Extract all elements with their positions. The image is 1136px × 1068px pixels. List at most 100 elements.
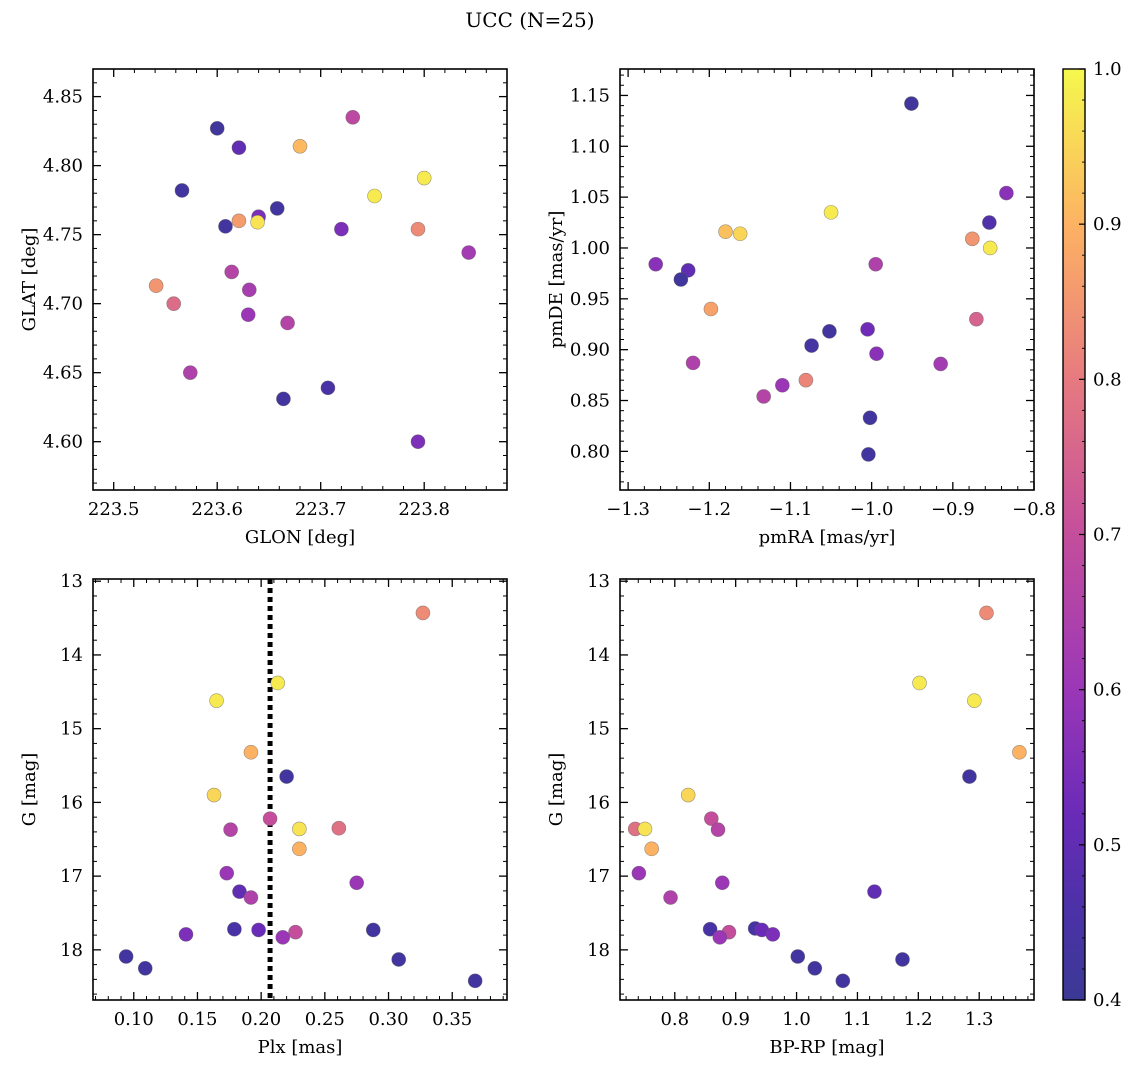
scatter-point (982, 240, 998, 256)
scatter-point (276, 391, 291, 407)
scatter-point (732, 226, 748, 242)
scatter-point (241, 282, 257, 298)
scatter-point (243, 744, 259, 760)
scatter-point (467, 973, 483, 989)
x-tick-label: 0.15 (177, 1009, 217, 1030)
colorbar-tick-label: 0.5 (1093, 835, 1122, 856)
x-tick-label: −1.1 (769, 499, 813, 520)
scatter-point (174, 183, 190, 198)
scatter-point (673, 272, 689, 287)
y-tick-label: 15 (587, 719, 610, 740)
y-tick-label: 17 (587, 866, 610, 887)
x-axis-label: GLON [deg] (245, 527, 355, 548)
x-tick-label: −1.2 (687, 499, 731, 520)
scatter-point (822, 324, 837, 339)
scatter-point (331, 820, 347, 836)
scatter-point (209, 693, 224, 708)
y-tick-label: 4.75 (43, 225, 83, 246)
scatter-panels: 223.5 223.6 223.7 223.8 4.60 4.65 4.70 4.75 4.80… (19, 68, 1056, 1058)
scatter-point (231, 213, 247, 229)
x-axis-label: pmRA [mas/yr] (759, 527, 896, 548)
panel-2: −1.3 −1.2 −1.1 −1.0 −0.9 −0.8 0.80 0.85 0.90 0.95… (546, 68, 1056, 548)
x-tick-label: 0.25 (305, 1009, 345, 1030)
scatter-point (685, 355, 701, 371)
scatter-point (1012, 744, 1027, 760)
y-tick-label: 0.85 (570, 391, 610, 412)
scatter-point (702, 921, 718, 937)
scatter-point (860, 322, 875, 337)
panel-3: 0.10 0.15 0.20 0.25 0.30 0.35 13 14 15 16 17 18 Plx … (19, 571, 508, 1058)
scatter-point (209, 121, 225, 136)
scatter-point (703, 301, 719, 317)
scatter-points (648, 96, 1014, 462)
y-tick-label: 0.80 (570, 441, 610, 462)
scatter-point (391, 952, 407, 967)
scatter-point (292, 821, 307, 837)
scatter-point (118, 949, 134, 964)
scatter-points (148, 110, 477, 449)
scatter-point (867, 884, 882, 899)
scatter-point (251, 922, 266, 938)
axes-frame (92, 578, 508, 1001)
colorbar-tick-label: 0.6 (1093, 680, 1122, 701)
scatter-point (461, 245, 477, 260)
x-tick-label: −1.3 (606, 499, 650, 520)
scatter-point (137, 960, 153, 976)
scatter-point (227, 921, 242, 937)
y-axis-label: pmDE [mas/yr] (546, 211, 567, 349)
y-axis-label: G [mag] (19, 753, 40, 826)
scatter-point (206, 787, 222, 803)
scatter-point (823, 205, 839, 220)
x-tick-label: 1.3 (965, 1009, 994, 1030)
y-tick-label: 14 (60, 645, 83, 666)
scatter-point (718, 224, 733, 240)
scatter-point (798, 372, 814, 388)
colorbar-tick-label: 1.0 (1093, 59, 1122, 80)
scatter-point (416, 170, 432, 186)
scatter-point (279, 769, 294, 784)
scatter-point (219, 865, 235, 881)
y-tick-label: 18 (587, 940, 610, 961)
y-tick-label: 16 (587, 792, 610, 813)
scatter-point (280, 315, 295, 331)
scatter-point (334, 221, 349, 237)
x-tick-label: −1.0 (850, 499, 894, 520)
scatter-point (982, 215, 997, 230)
scatter-point (166, 296, 182, 311)
scatter-point (644, 841, 659, 857)
scatter-point (637, 821, 653, 837)
scatter-point (680, 787, 696, 803)
y-tick-label: 0.90 (570, 340, 610, 361)
scatter-point (410, 434, 426, 449)
scatter-point (869, 346, 884, 362)
scatter-point (868, 256, 884, 272)
colorbar-tick-label: 0.4 (1093, 990, 1122, 1011)
scatter-point (648, 256, 664, 272)
scatter-point (148, 278, 164, 294)
y-axis-label: GLAT [deg] (19, 228, 40, 332)
x-tick-label: 223.8 (398, 499, 450, 520)
scatter-point (345, 110, 361, 125)
x-tick-label: 1.2 (904, 1009, 933, 1030)
scatter-point (967, 693, 982, 708)
scatter-point (704, 811, 719, 826)
scatter-point (410, 221, 426, 237)
scatter-points (118, 605, 483, 989)
x-tick-label: 0.20 (241, 1009, 281, 1030)
scatter-point (292, 138, 308, 154)
x-tick-label: 0.30 (368, 1009, 408, 1030)
scatter-point (663, 890, 678, 905)
colorbar-tick-label: 0.7 (1093, 525, 1122, 546)
scatter-point (862, 410, 878, 426)
scatter-point (631, 865, 647, 881)
panel-4: 0.8 0.9 1.0 1.1 1.2 1.3 13 14 15 16 17 18 BP-RP [mag… (546, 571, 1035, 1058)
x-tick-label: −0.9 (931, 499, 975, 520)
y-tick-label: 16 (60, 792, 83, 813)
x-tick-label: 1.0 (782, 1009, 811, 1030)
y-tick-label: 4.60 (43, 432, 83, 453)
x-axis-label: Plx [mas] (258, 1037, 343, 1058)
x-tick-label: 1.1 (843, 1009, 872, 1030)
colorbar-tick-label: 0.8 (1093, 369, 1122, 390)
scatter-point (714, 875, 730, 891)
x-tick-label: 0.9 (721, 1009, 750, 1030)
